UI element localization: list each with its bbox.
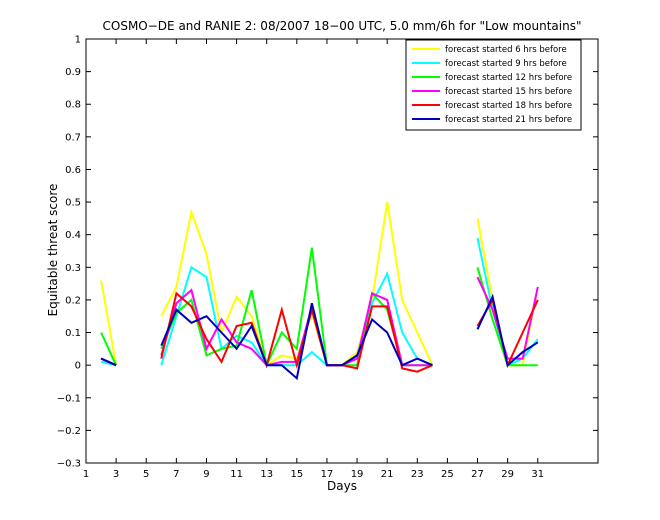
x-tick-label: 15 xyxy=(290,469,303,480)
legend-label: forecast started 15 hrs before xyxy=(445,87,572,97)
series-line xyxy=(100,280,118,366)
series-line xyxy=(476,293,539,368)
x-tick-label: 9 xyxy=(203,469,209,480)
x-tick-label: 27 xyxy=(471,469,484,480)
y-tick-label: 0.1 xyxy=(65,328,81,339)
x-tick-label: 25 xyxy=(441,469,454,480)
x-axis-label: Days xyxy=(327,479,357,493)
series-lines xyxy=(100,201,539,381)
x-tick-label: 31 xyxy=(531,469,544,480)
x-tick-label: 3 xyxy=(113,469,119,480)
y-tick-label: 0.6 xyxy=(65,165,81,176)
y-axis-ticks: −0.3 −0.2 −0.1 0 0.1 0.2 0.3 0.4 0.5 0.6 0.7 0.8 0.9… xyxy=(57,35,598,470)
legend-label: forecast started 12 hrs before xyxy=(445,73,572,83)
y-tick-label: 0.9 xyxy=(65,67,81,78)
y-tick-label: 0.2 xyxy=(65,295,81,306)
y-tick-label: 0 xyxy=(75,361,81,372)
chart-title: COSMO−DE and RANIE 2: 08/2007 18−00 UTC,… xyxy=(103,19,582,33)
legend-label: forecast started 6 hrs before xyxy=(445,45,567,55)
x-tick-label: 23 xyxy=(411,469,424,480)
y-tick-label: 0.3 xyxy=(65,263,81,274)
x-tick-label: 13 xyxy=(260,469,273,480)
series-line xyxy=(160,291,433,373)
y-tick-label: 0.5 xyxy=(65,198,81,209)
y-tick-label: −0.2 xyxy=(57,426,81,437)
x-tick-label: 21 xyxy=(381,469,394,480)
x-tick-label: 1 xyxy=(83,469,89,480)
series-line xyxy=(100,357,117,367)
y-tick-label: −0.3 xyxy=(57,459,81,470)
legend-items: forecast started 6 hrs before forecast st… xyxy=(412,45,572,125)
x-tick-label: 5 xyxy=(143,469,149,480)
series-line xyxy=(476,276,539,360)
x-tick-label: 19 xyxy=(351,469,364,480)
series-line xyxy=(100,332,118,366)
legend: forecast started 6 hrs before forecast st… xyxy=(405,39,582,131)
x-tick-label: 7 xyxy=(173,469,179,480)
legend-label: forecast started 21 hrs before xyxy=(445,115,572,125)
series-line xyxy=(160,302,433,381)
x-tick-label: 17 xyxy=(321,469,334,480)
y-tick-label: 0.8 xyxy=(65,100,81,111)
x-tick-label: 29 xyxy=(501,469,514,480)
y-tick-label: 0.7 xyxy=(65,132,81,143)
legend-box xyxy=(405,39,582,131)
y-axis-label: Equitable threat score xyxy=(46,184,60,317)
series-6 xyxy=(100,293,539,381)
x-axis-ticks: 1 3 5 7 9 11 13 15 17 19 21 23 25 27 29 31 xyxy=(83,39,544,480)
legend-label: forecast started 9 hrs before xyxy=(445,59,567,69)
y-tick-label: −0.1 xyxy=(57,393,81,404)
x-tick-label: 11 xyxy=(230,469,243,480)
y-tick-label: 0.4 xyxy=(65,230,81,241)
legend-label: forecast started 18 hrs before xyxy=(445,101,572,111)
y-tick-label: 1 xyxy=(75,35,81,46)
